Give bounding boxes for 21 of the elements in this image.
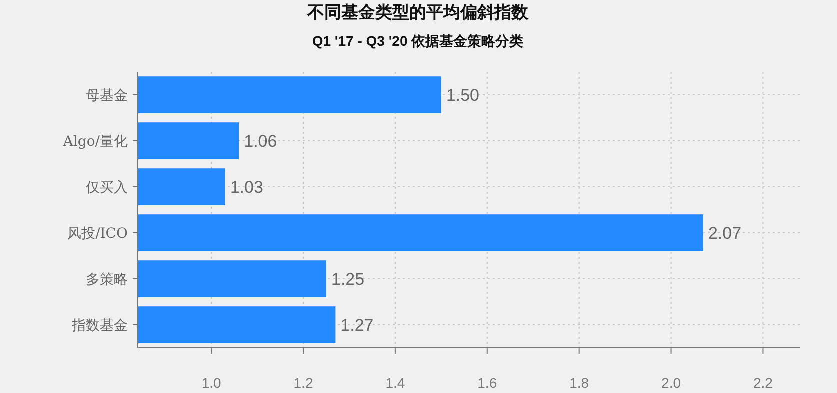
data-label: 1.06 [244,132,278,151]
y-tick-label: 仅买入 [86,180,128,196]
x-tick-label: 1.0 [202,375,222,391]
y-tick-label: 母基金 [86,88,128,104]
data-label: 1.03 [230,178,264,197]
x-tick-label: 2.2 [753,375,774,391]
chart-subtitle: Q1 '17 - Q3 '20 依据基金策略分类 [312,33,524,49]
y-tick-label: 多策略 [86,272,128,288]
x-tick-label: 1.2 [294,375,314,391]
chart-title: 不同基金类型的平均偏斜指数 [306,3,530,22]
x-tick-label: 1.6 [478,375,498,391]
data-label: 1.25 [331,270,365,289]
x-tick-label: 2.0 [662,375,682,391]
x-tick-label: 1.8 [570,375,590,391]
data-label: 1.50 [446,86,480,105]
data-label: 1.27 [340,316,374,335]
y-tick-label: 指数基金 [71,318,128,334]
y-tick-label: Algo/量化 [62,134,128,150]
y-tick-label: 风投/ICO [68,226,128,242]
data-label: 2.07 [708,224,742,243]
x-tick-label: 1.4 [386,375,406,391]
